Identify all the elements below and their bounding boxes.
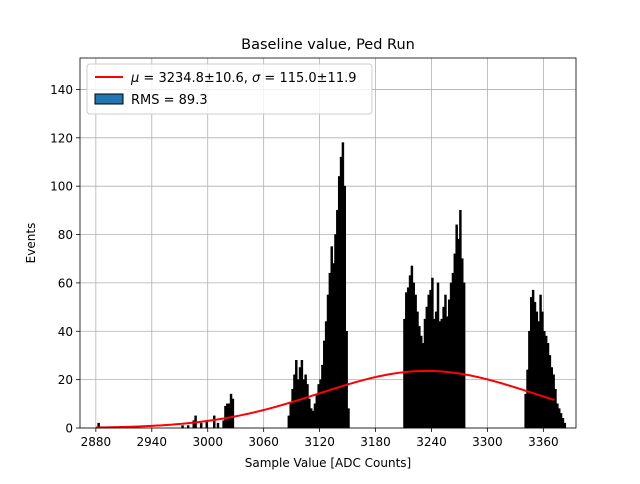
fit-curve xyxy=(95,369,555,429)
histogram-bar xyxy=(231,398,235,429)
legend-mu-value: = 3234.8±10.6, xyxy=(139,71,252,86)
y-tick-label: 0 xyxy=(65,422,73,436)
x-axis-label: Sample Value [ADC Counts] xyxy=(245,456,411,470)
y-axis: 0 20 40 60 80 100 120 140 xyxy=(50,83,80,436)
x-tick-label: 3180 xyxy=(360,435,391,449)
chart-title: Baseline value, Ped Run xyxy=(241,37,415,53)
y-tick-label: 80 xyxy=(58,228,73,242)
plot-frame xyxy=(79,57,577,429)
histogram-bar xyxy=(213,415,216,429)
x-tick-label: 3060 xyxy=(248,435,279,449)
x-tick-label: 2880 xyxy=(81,435,112,449)
x-tick-label: 3120 xyxy=(304,435,335,449)
histogram-bar xyxy=(199,422,203,429)
y-tick-label: 140 xyxy=(50,83,73,97)
histogram-bar xyxy=(216,422,220,429)
histogram-bar xyxy=(563,422,567,429)
histogram-bar xyxy=(462,282,466,429)
y-axis-label: Events xyxy=(24,223,38,264)
x-tick-label: 3360 xyxy=(528,435,559,449)
histogram-bar xyxy=(347,408,350,429)
legend-hist-swatch xyxy=(94,93,124,105)
legend-sigma-value: = 115.0±11.9 xyxy=(260,71,356,86)
x-tick-label: 2940 xyxy=(137,435,168,449)
legend: μ = 3234.8±10.6, σ = 115.0±11.9 RMS = 89… xyxy=(86,63,373,115)
x-tick-label: 3000 xyxy=(192,435,223,449)
y-tick-label: 40 xyxy=(58,325,73,339)
x-tick-label: 3300 xyxy=(472,435,503,449)
legend-fit-label: μ = 3234.8±10.6, σ = 115.0±11.9 xyxy=(130,71,357,86)
legend-hist-label: RMS = 89.3 xyxy=(131,93,208,108)
legend-box xyxy=(86,63,373,115)
y-tick-label: 120 xyxy=(50,131,73,145)
y-tick-label: 20 xyxy=(58,373,73,387)
x-axis: 2880 2940 3000 3060 3120 3180 3240 3300 3360 xyxy=(81,428,559,449)
legend-sigma-symbol: σ xyxy=(252,71,261,86)
x-tick-label: 3240 xyxy=(416,435,447,449)
y-tick-label: 60 xyxy=(58,276,73,290)
legend-mu-symbol: μ xyxy=(130,71,139,86)
y-tick-label: 100 xyxy=(50,180,73,194)
